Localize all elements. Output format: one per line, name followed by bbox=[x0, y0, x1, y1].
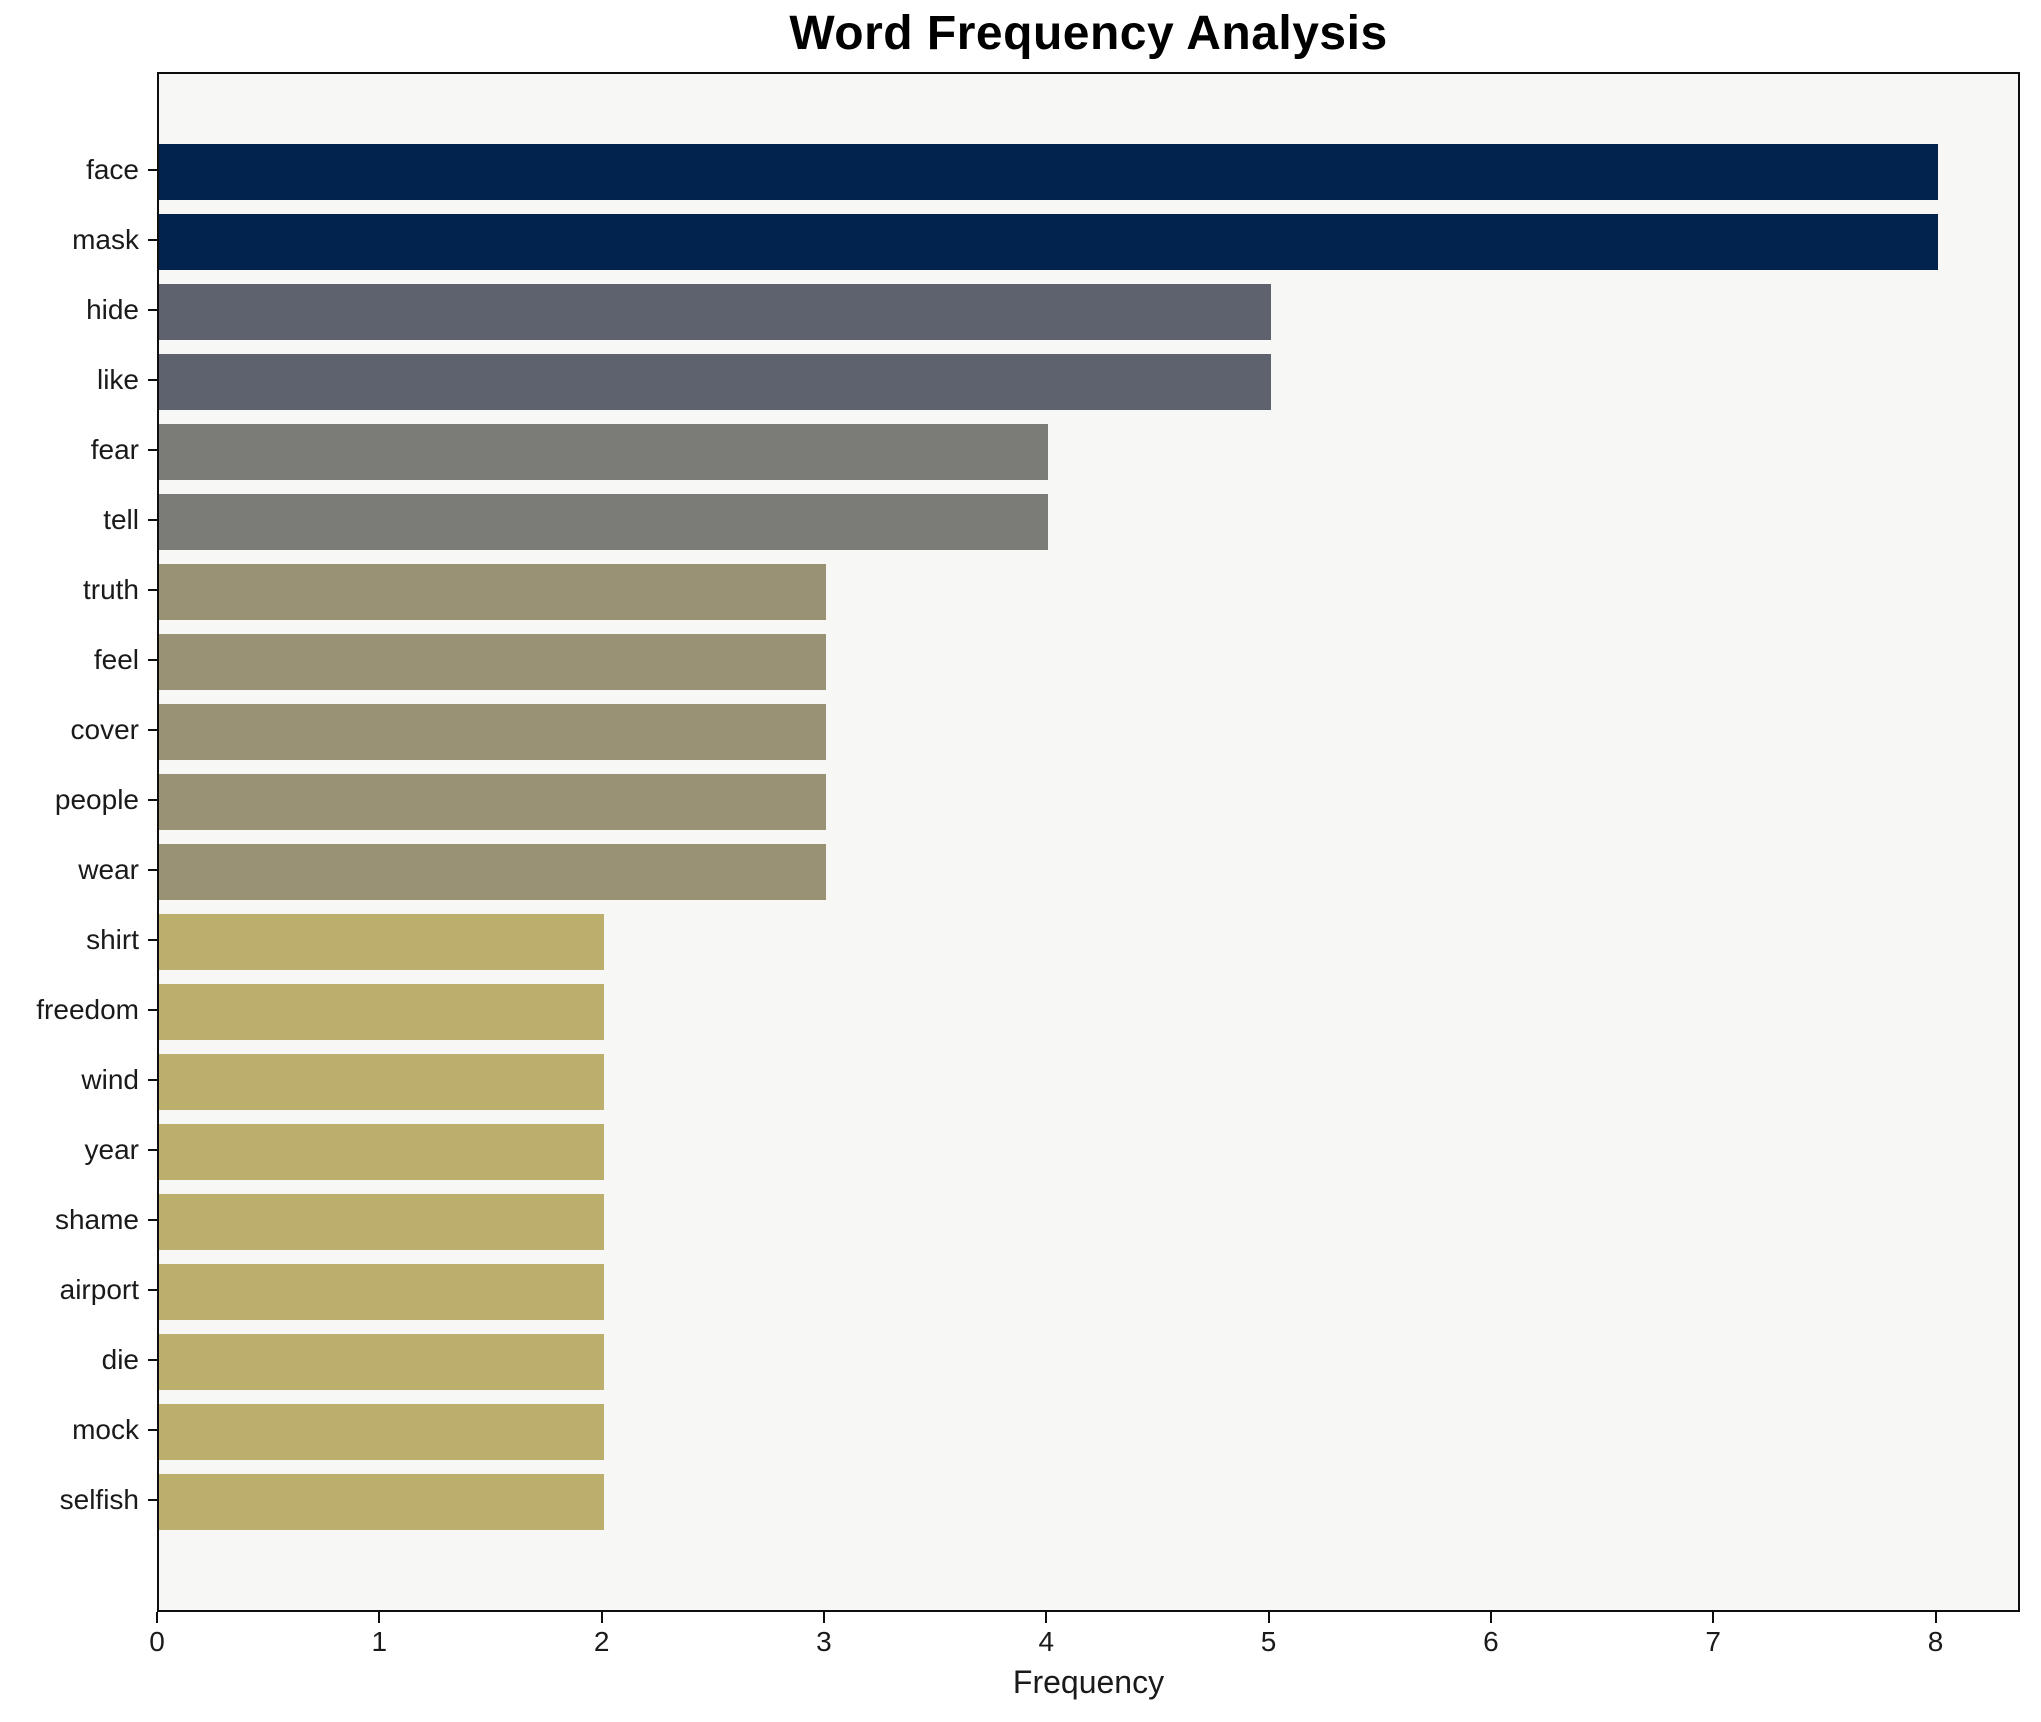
y-tick-mark bbox=[148, 869, 157, 871]
y-tick-label-year: year bbox=[84, 1134, 139, 1165]
x-tick-label-6: 6 bbox=[1483, 1626, 1499, 1657]
bar-year bbox=[159, 1124, 604, 1180]
y-tick-label-shame: shame bbox=[54, 1204, 139, 1235]
x-tick-label-2: 2 bbox=[593, 1626, 610, 1657]
y-tick-mark bbox=[148, 1009, 157, 1011]
y-tick-mark bbox=[148, 309, 157, 311]
chart-title: Word Frequency Analysis bbox=[789, 7, 1388, 60]
y-tick-mark bbox=[148, 729, 157, 731]
bar-like bbox=[159, 354, 1271, 410]
y-tick-mark bbox=[148, 379, 157, 381]
bar-shirt bbox=[159, 914, 604, 970]
y-tick-mark bbox=[148, 169, 157, 171]
y-tick-mark bbox=[148, 1079, 157, 1081]
x-tick-mark bbox=[822, 1612, 825, 1623]
y-tick-mark bbox=[148, 1359, 157, 1361]
x-tick-label-8: 8 bbox=[1927, 1626, 1944, 1657]
x-tick-mark bbox=[1489, 1612, 1492, 1623]
x-tick-label-4: 4 bbox=[1038, 1626, 1055, 1657]
plot-area bbox=[157, 72, 2020, 1612]
y-tick-mark bbox=[148, 449, 157, 451]
y-tick-mark bbox=[148, 1499, 157, 1501]
bar-selfish bbox=[159, 1474, 604, 1530]
y-tick-label-die: die bbox=[101, 1344, 139, 1375]
bar-die bbox=[159, 1334, 604, 1390]
y-tick-mark bbox=[148, 1219, 157, 1221]
y-tick-mark bbox=[148, 799, 157, 801]
bar-face bbox=[159, 144, 1938, 200]
x-tick-mark bbox=[156, 1612, 158, 1623]
x-tick-mark bbox=[1712, 1612, 1715, 1623]
y-tick-label-wear: wear bbox=[78, 854, 139, 885]
y-tick-label-face: face bbox=[86, 154, 139, 185]
bar-hide bbox=[159, 284, 1271, 340]
x-tick-label-3: 3 bbox=[816, 1626, 832, 1657]
y-tick-mark bbox=[148, 1149, 157, 1151]
x-tick-mark bbox=[600, 1612, 603, 1623]
x-axis-label: Frequency bbox=[1012, 1664, 1165, 1700]
x-tick-label-7: 7 bbox=[1705, 1626, 1721, 1657]
y-tick-label-selfish: selfish bbox=[59, 1484, 139, 1515]
y-tick-label-truth: truth bbox=[82, 574, 139, 605]
y-tick-label-tell: tell bbox=[103, 504, 139, 535]
y-tick-label-shirt: shirt bbox=[86, 924, 139, 955]
x-tick-mark bbox=[1934, 1612, 1937, 1623]
x-tick-mark bbox=[1267, 1612, 1270, 1623]
bar-tell bbox=[159, 494, 1049, 550]
bar-shame bbox=[159, 1194, 604, 1250]
bar-people bbox=[159, 774, 826, 830]
y-tick-label-mock: mock bbox=[72, 1414, 139, 1445]
y-tick-mark bbox=[148, 659, 157, 661]
y-tick-mark bbox=[148, 1429, 157, 1431]
bar-freedom bbox=[159, 984, 604, 1040]
x-tick-label-0: 0 bbox=[149, 1626, 165, 1657]
y-tick-label-mask: mask bbox=[72, 224, 139, 255]
y-tick-mark bbox=[148, 1289, 157, 1291]
y-tick-label-freedom: freedom bbox=[36, 994, 139, 1025]
bar-feel bbox=[159, 634, 826, 690]
bar-cover bbox=[159, 704, 826, 760]
y-tick-mark bbox=[148, 519, 157, 521]
bar-wear bbox=[159, 844, 826, 900]
y-tick-label-airport: airport bbox=[59, 1274, 139, 1305]
bar-wind bbox=[159, 1054, 604, 1110]
y-tick-mark bbox=[148, 239, 157, 241]
bar-mask bbox=[159, 214, 1938, 270]
bar-truth bbox=[159, 564, 826, 620]
y-tick-label-fear: fear bbox=[90, 434, 139, 465]
bar-mock bbox=[159, 1404, 604, 1460]
x-tick-mark bbox=[1045, 1612, 1048, 1623]
y-tick-label-like: like bbox=[96, 364, 139, 395]
y-tick-label-feel: feel bbox=[93, 644, 139, 675]
x-tick-label-1: 1 bbox=[371, 1626, 388, 1657]
bar-fear bbox=[159, 424, 1049, 480]
x-tick-mark bbox=[378, 1612, 381, 1623]
bar-airport bbox=[159, 1264, 604, 1320]
y-tick-label-wind: wind bbox=[81, 1064, 139, 1095]
y-tick-label-hide: hide bbox=[86, 294, 139, 325]
y-tick-mark bbox=[148, 939, 157, 941]
x-tick-label-5: 5 bbox=[1260, 1626, 1277, 1657]
y-tick-label-people: people bbox=[54, 784, 139, 815]
y-tick-mark bbox=[148, 589, 157, 591]
y-tick-label-cover: cover bbox=[70, 714, 139, 745]
